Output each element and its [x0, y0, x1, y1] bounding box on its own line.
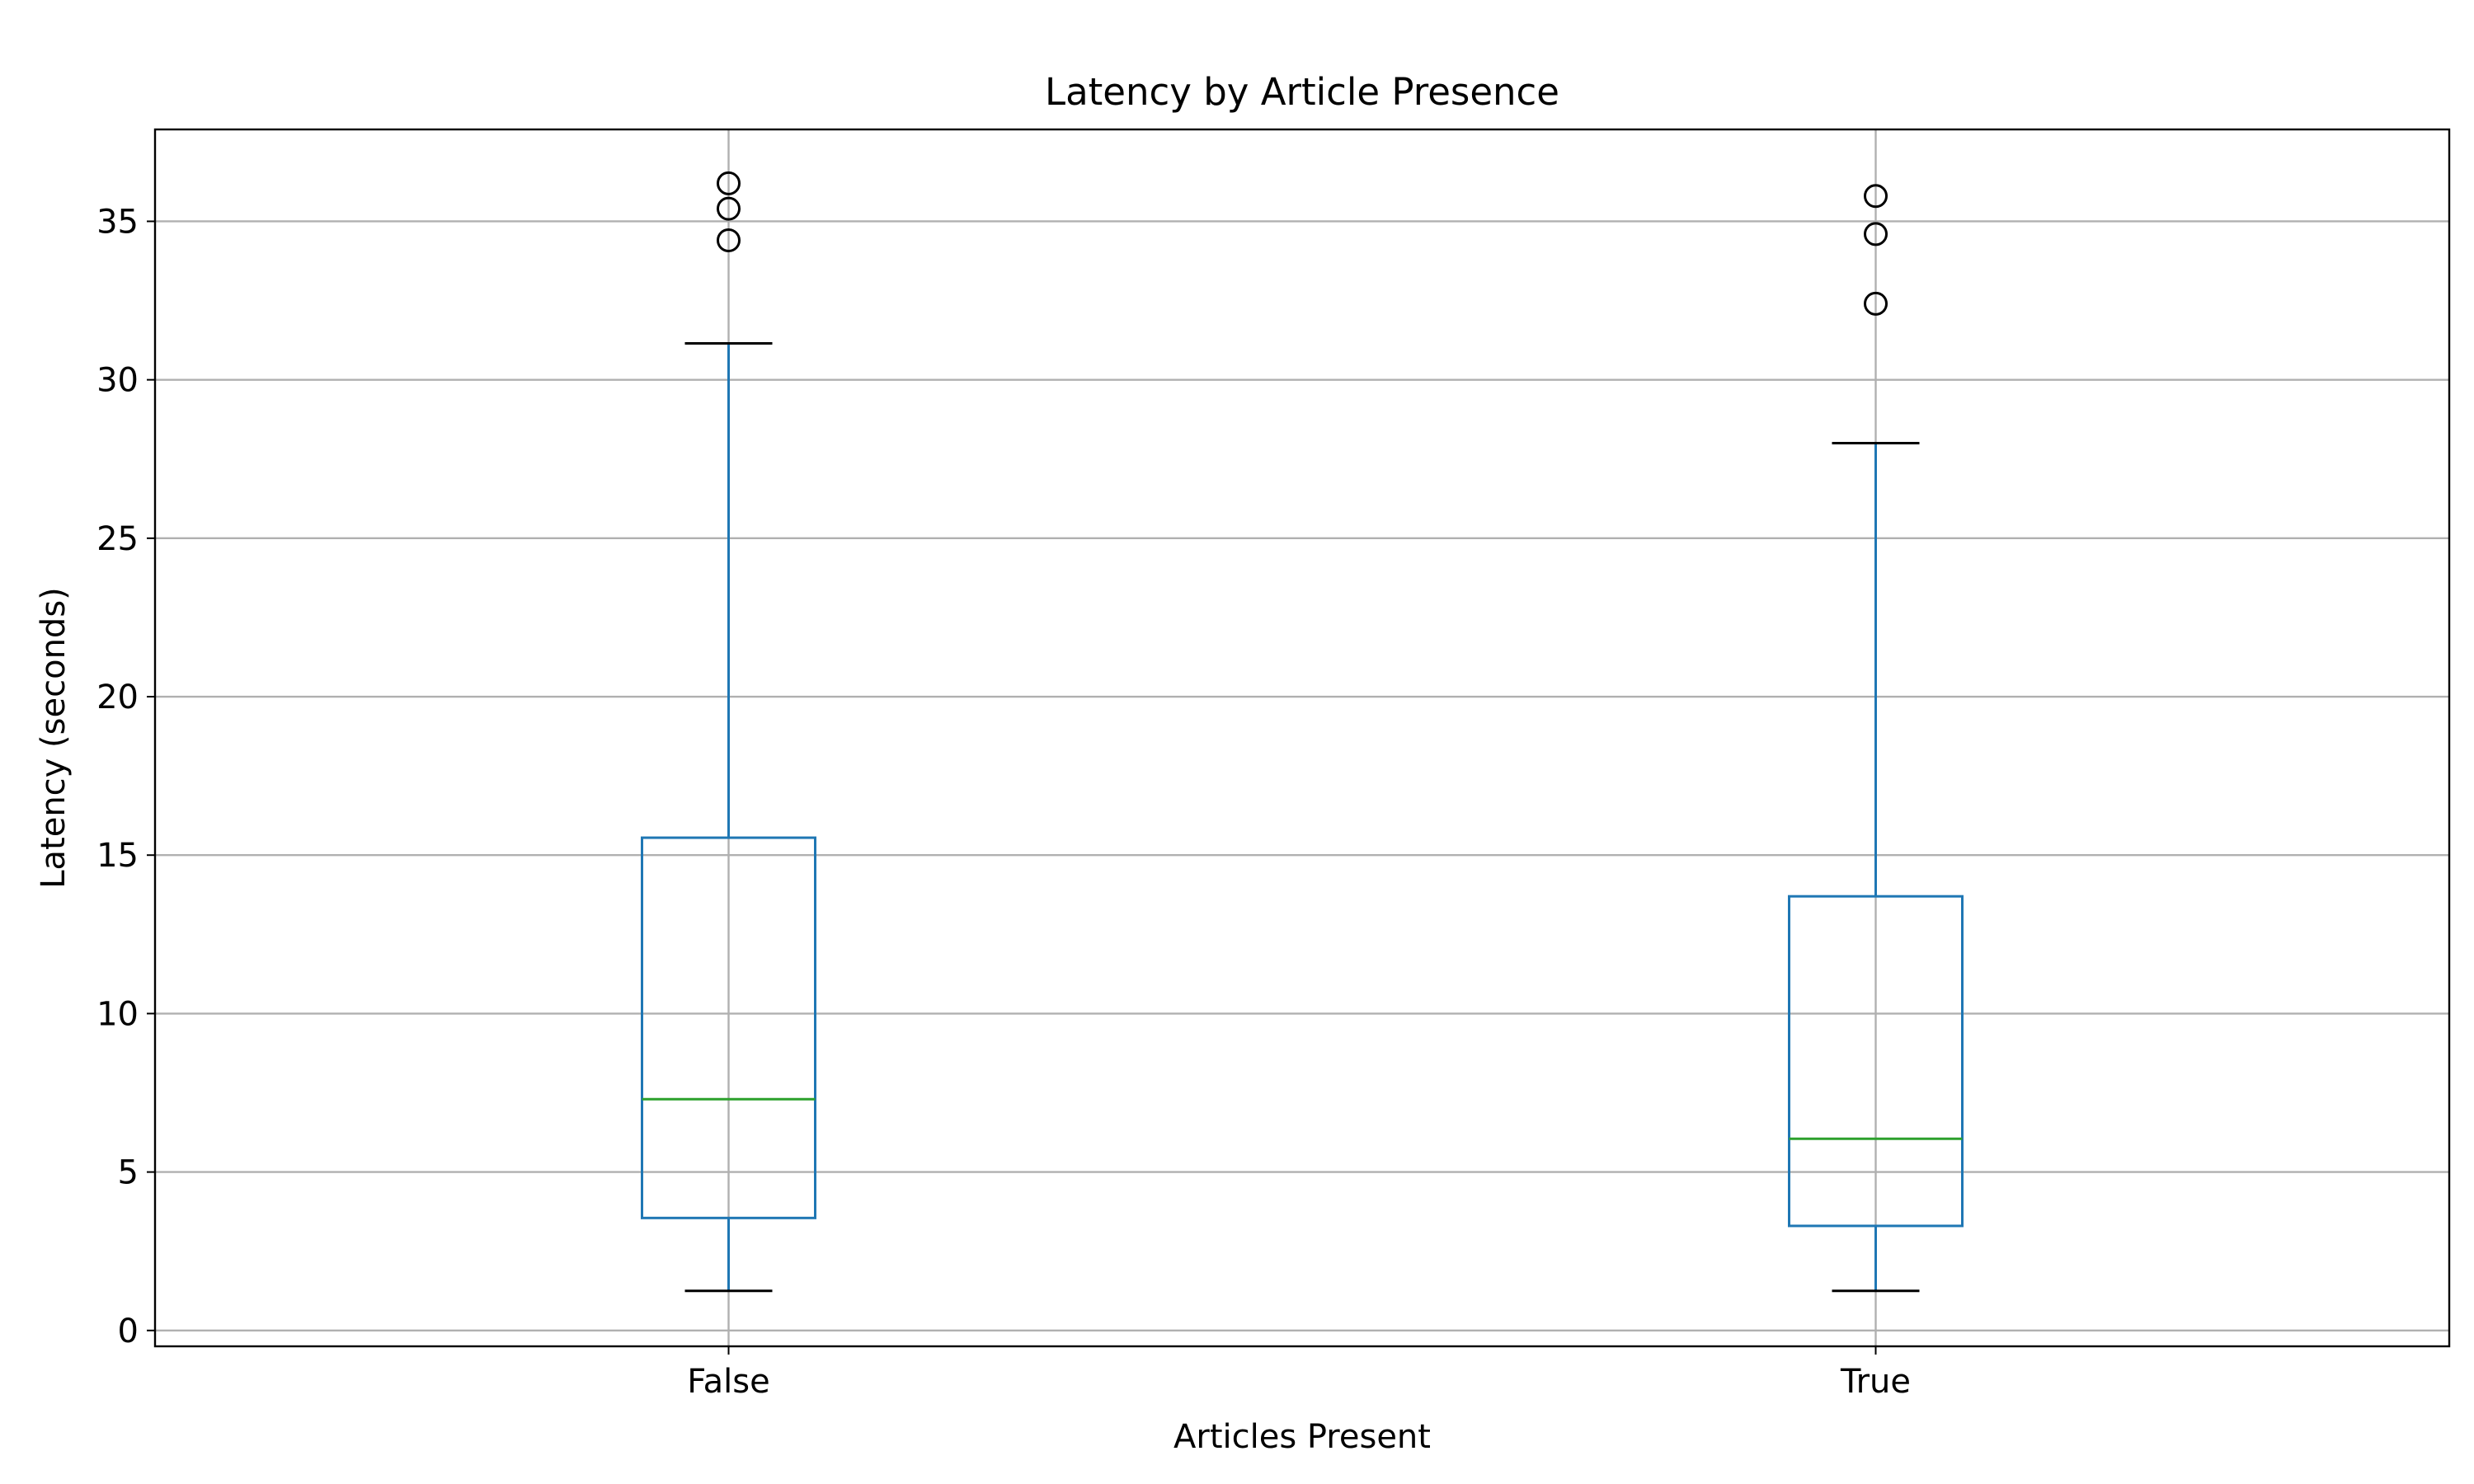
axes-frame — [153, 128, 2451, 1348]
outlier-point — [1864, 222, 1888, 247]
iqr-box — [1788, 895, 1964, 1228]
y-tick-label: 30 — [96, 362, 139, 400]
y-tick-label: 5 — [118, 1154, 139, 1192]
boxes — [641, 171, 1964, 1293]
ticks: 0 5 10 15 20 25 30 35 False True — [96, 203, 1911, 1401]
y-tick-label: 0 — [118, 1313, 139, 1350]
y-tick-label: 35 — [96, 203, 139, 241]
y-tick-label: 15 — [96, 837, 139, 875]
x-tick-label: False — [687, 1363, 769, 1401]
chart-title: Latency by Article Presence — [1045, 70, 1559, 114]
y-axis-label: Latency (seconds) — [35, 587, 73, 889]
outlier-point — [717, 228, 741, 253]
y-tick-label: 25 — [96, 520, 139, 558]
box-group-false — [641, 171, 816, 1293]
y-tick-label: 10 — [96, 995, 139, 1033]
grid-lines — [155, 129, 2449, 1346]
outlier-point — [1864, 184, 1888, 209]
outlier-point — [717, 171, 741, 195]
outlier-point — [717, 196, 741, 221]
iqr-box — [641, 836, 816, 1219]
outlier-point — [1864, 291, 1888, 316]
y-tick-label: 20 — [96, 679, 139, 716]
box-group-true — [1788, 184, 1964, 1293]
x-axis-label: Articles Present — [1174, 1418, 1431, 1456]
x-tick-label: True — [1840, 1363, 1911, 1401]
